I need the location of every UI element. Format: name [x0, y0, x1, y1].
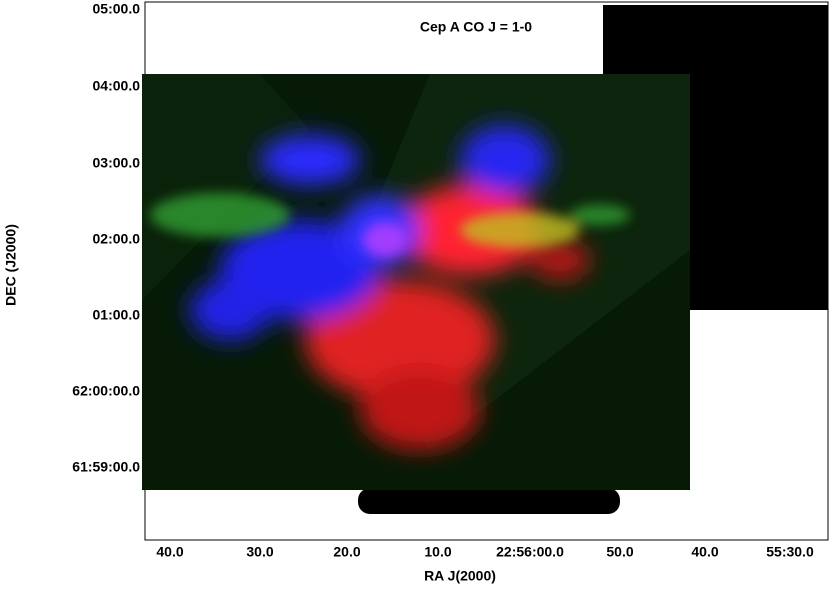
- x-tick-label: 55:30.0: [766, 544, 814, 560]
- x-tick-label: 40.0: [156, 544, 183, 560]
- title: Cep A CO J = 1-0: [420, 19, 532, 35]
- y-tick-label: 02:00.0: [93, 231, 141, 247]
- y-tick-label: 62:00:00.0: [72, 383, 140, 399]
- x-tick-label: 20.0: [333, 544, 360, 560]
- y-tick-label: 01:00.0: [93, 307, 141, 323]
- x-tick-label: 22:56:00.0: [496, 544, 564, 560]
- x-tick-label: 50.0: [606, 544, 633, 560]
- masked-region: [358, 488, 620, 514]
- x-axis-label: RA J(2000): [424, 568, 496, 584]
- y-tick-label: 04:00.0: [93, 78, 141, 94]
- x-tick-label: 40.0: [691, 544, 718, 560]
- y-tick-label: 61:59:00.0: [72, 459, 140, 475]
- y-axis-label: DEC (J2000): [3, 224, 19, 306]
- x-tick-label: 30.0: [246, 544, 273, 560]
- y-tick-label: 03:00.0: [93, 155, 141, 171]
- composite-image: [142, 74, 690, 490]
- x-tick-label: 10.0: [424, 544, 451, 560]
- y-tick-label: 05:00.0: [93, 1, 141, 17]
